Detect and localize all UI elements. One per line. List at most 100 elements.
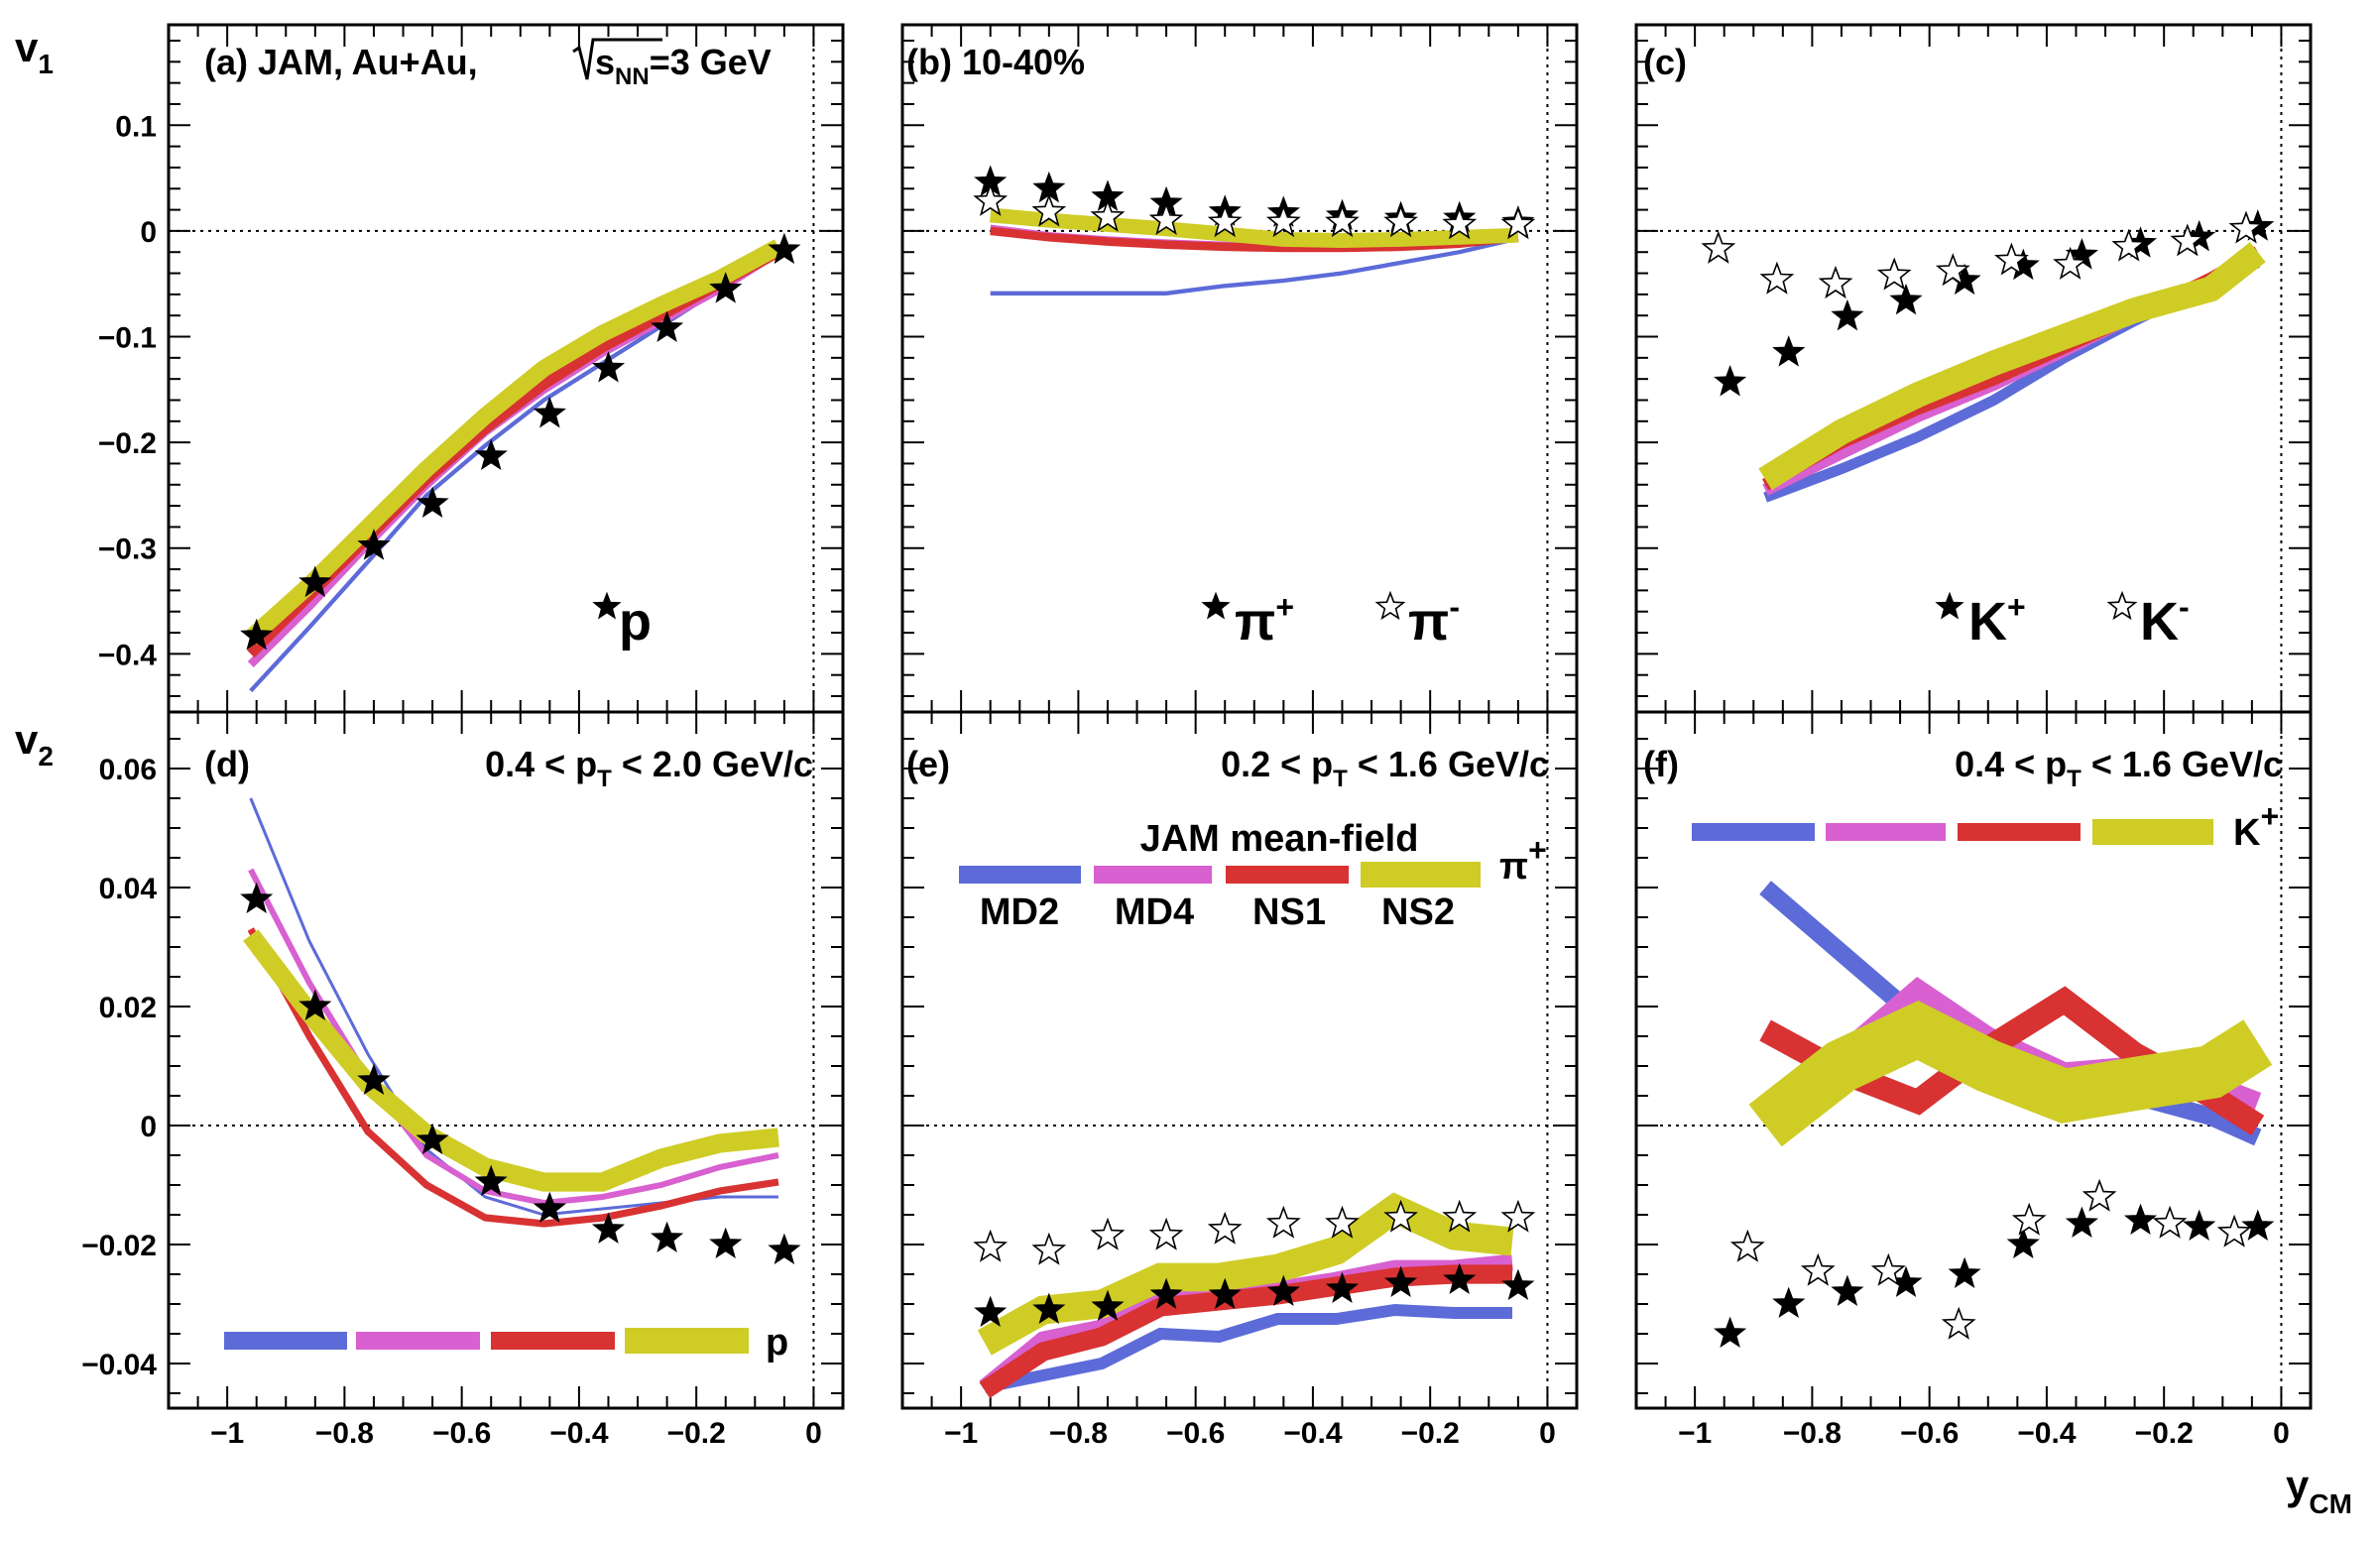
x-tick-label: −1 — [1678, 1417, 1712, 1450]
legend-label-p: p — [766, 1322, 788, 1364]
panel-border — [900, 710, 1579, 1410]
y-axis-title-v2: v2 — [15, 716, 54, 772]
panel-frame-1-0 — [167, 710, 845, 1410]
y-tick-label: 0.06 — [99, 754, 157, 786]
species-label-pi-minus: π- — [1408, 589, 1460, 652]
marker-filled-star — [1501, 1268, 1535, 1301]
marker-filled-star — [357, 529, 391, 560]
marker-open-star — [1265, 204, 1301, 238]
marker-filled-star — [1831, 1274, 1864, 1307]
marker-open-star — [973, 182, 1009, 216]
panel-d-tag: (d) — [204, 744, 250, 784]
marker-open-star — [2082, 1178, 2117, 1212]
panel-frame-1-2 — [1634, 710, 2313, 1410]
y-tick-label: 0.02 — [99, 992, 157, 1024]
marker-open-star — [2011, 1202, 2047, 1236]
marker-filled-star — [1443, 1262, 1477, 1295]
marker-open-star — [1031, 193, 1067, 227]
x-tick-label: 0 — [805, 1417, 822, 1450]
marker-filled-star — [709, 272, 743, 303]
marker-open-star — [1500, 206, 1536, 240]
marker-open-star — [1870, 1252, 1906, 1286]
band-ns2 — [1748, 1000, 2273, 1147]
band-ns2 — [977, 1192, 1514, 1356]
marker-filled-star — [1831, 298, 1864, 331]
marker-open-star — [1148, 201, 1184, 236]
marker-filled-star — [357, 1063, 391, 1096]
marker-open-star — [973, 1229, 1009, 1262]
legend-model-md2: MD2 — [980, 891, 1059, 933]
y-tick-label: −0.1 — [98, 322, 157, 355]
marker-filled-star — [1149, 1277, 1183, 1310]
band-ns1 — [979, 1264, 1512, 1399]
marker-open-star — [1383, 1199, 1418, 1233]
marker-filled-star — [1208, 1277, 1242, 1310]
marker-filled-star — [1772, 1286, 1806, 1319]
marker-open-star — [1759, 261, 1795, 295]
x-tick-label: −1 — [210, 1417, 244, 1450]
y-tick-label: 0 — [140, 1111, 157, 1143]
marker-filled-star — [474, 438, 508, 471]
marker-filled-star — [591, 1212, 626, 1245]
band-md2 — [983, 1303, 1512, 1393]
marker-open-star — [1729, 1229, 1765, 1262]
marker-filled-star — [651, 1221, 684, 1253]
marker-filled-star — [533, 1191, 566, 1224]
marker-filled-star — [1091, 1289, 1125, 1322]
marker-filled-star — [2065, 1206, 2098, 1239]
x-tick-label: −0.8 — [1783, 1417, 1842, 1450]
legend-marker-p — [592, 591, 622, 620]
marker-open-star — [1876, 257, 1912, 291]
panel-a-tag: (a) JAM, Au+Au, — [204, 42, 478, 82]
x-tick-label: −0.6 — [432, 1417, 491, 1450]
marker-open-star — [1500, 1199, 1536, 1233]
marker-filled-star — [1325, 1271, 1360, 1304]
marker-filled-star — [533, 396, 566, 428]
marker-filled-star — [709, 1227, 743, 1259]
marker-filled-star — [1714, 364, 1747, 397]
marker-open-star — [2228, 210, 2264, 244]
marker-open-star — [1383, 204, 1418, 238]
marker-filled-star — [651, 310, 684, 343]
legend-label-pi-plus: π+ — [1499, 832, 1547, 888]
marker-filled-star — [2241, 1209, 2275, 1242]
marker-filled-star — [2006, 1227, 2040, 1259]
species-label-pi-plus: π+ — [1235, 589, 1294, 652]
marker-filled-star — [1032, 1292, 1066, 1325]
band-md4 — [248, 868, 779, 1207]
marker-open-star — [1090, 1217, 1126, 1250]
marker-filled-star — [591, 351, 626, 383]
x-tick-label: −0.2 — [2135, 1417, 2194, 1450]
marker-filled-star — [298, 565, 332, 598]
species-label-k-minus: K- — [2140, 589, 2190, 652]
panel-c-tag: (c) — [1643, 42, 1687, 82]
band-ns2 — [990, 207, 1519, 248]
species-label-k-plus: K+ — [1968, 589, 2026, 652]
panel-f-tag: (f) — [1643, 744, 1679, 784]
svg-text:sNN=3 GeV: sNN=3 GeV — [595, 42, 772, 90]
marker-filled-star — [2123, 1203, 2158, 1236]
marker-filled-star — [416, 486, 449, 519]
marker-open-star — [1994, 242, 2029, 276]
panel-d-series — [243, 797, 779, 1228]
marker-open-star — [1935, 253, 1970, 287]
x-tick-label: −0.6 — [1900, 1417, 1959, 1450]
y-tick-label: 0.1 — [115, 110, 157, 143]
y-axis-title-v1: v1 — [15, 24, 54, 79]
marker-filled-star — [1889, 283, 1923, 315]
panel-a-energy-label: sNN=3 GeV — [572, 38, 772, 90]
marker-open-star — [1265, 1205, 1301, 1239]
marker-filled-star — [1714, 1316, 1747, 1349]
panel-border — [167, 710, 845, 1410]
marker-open-star — [1442, 1199, 1478, 1233]
marker-open-star — [2170, 223, 2205, 257]
band-ns2 — [243, 929, 779, 1192]
panel-d-range: 0.4 < pT < 2.0 GeV/c — [485, 744, 813, 792]
panel-frame-1-1 — [900, 710, 1579, 1410]
panel-e-series — [977, 1192, 1514, 1399]
x-tick-label: −1 — [944, 1417, 978, 1450]
species-label-p: p — [619, 592, 652, 652]
marker-filled-star — [1266, 1274, 1300, 1307]
marker-open-star — [1207, 1211, 1243, 1245]
